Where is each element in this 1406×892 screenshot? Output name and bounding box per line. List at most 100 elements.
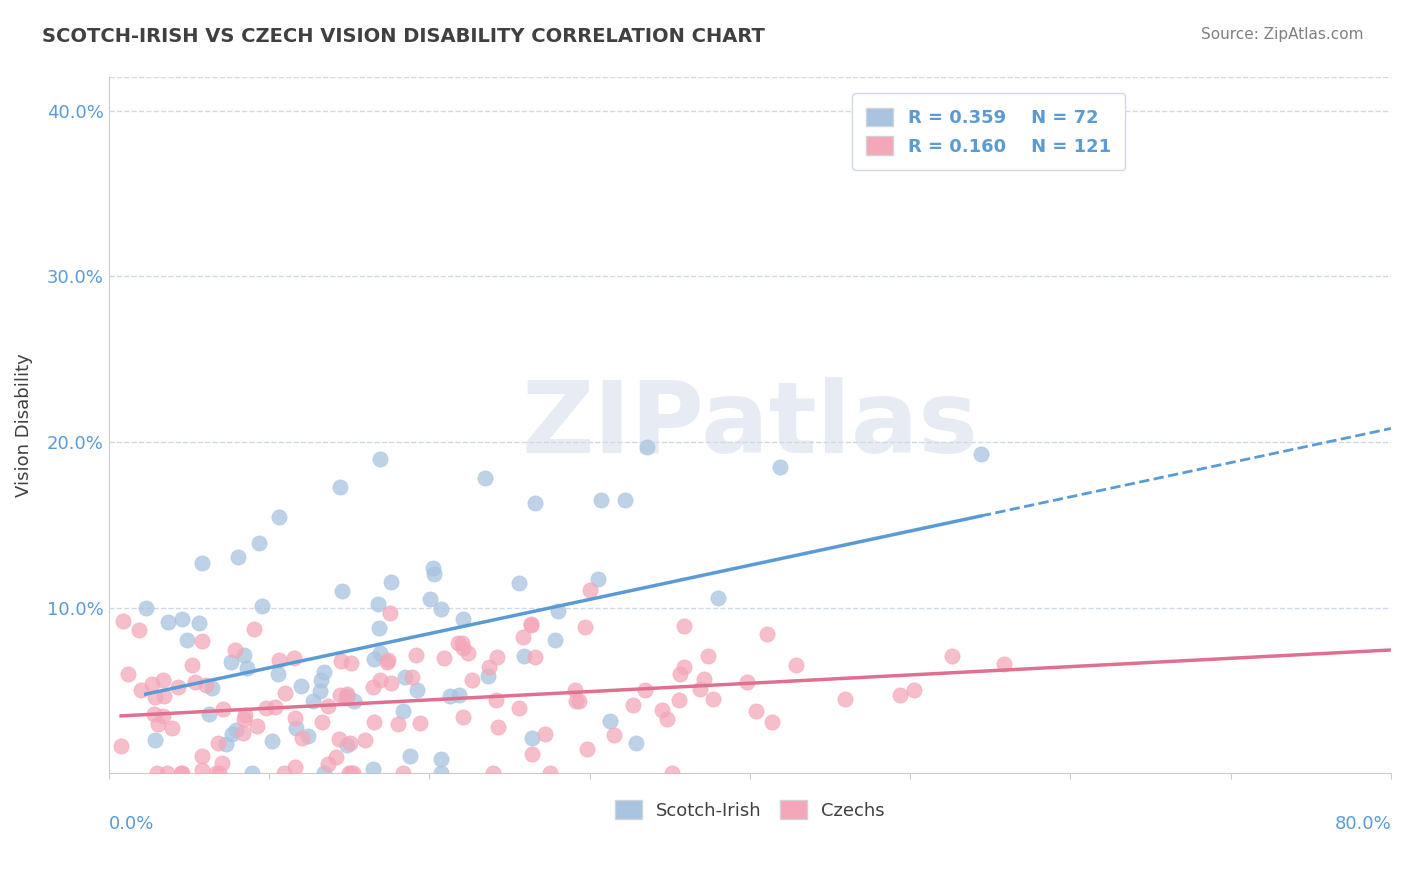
Point [377, 652, 399, 666]
Point [340, 656, 363, 670]
Point [336, 738, 359, 752]
Point [176, 633, 198, 648]
Point [519, 617, 541, 632]
Point [263, 699, 285, 714]
Point [737, 675, 759, 690]
Point [212, 702, 235, 716]
Point [325, 750, 347, 764]
Point [785, 657, 807, 672]
Point [512, 630, 534, 644]
Point [309, 684, 332, 698]
Text: SCOTCH-IRISH VS CZECH VISION DISABILITY CORRELATION CHART: SCOTCH-IRISH VS CZECH VISION DISABILITY … [42, 27, 765, 45]
Point [889, 688, 911, 702]
Point [235, 661, 257, 675]
Point [156, 615, 179, 629]
Point [634, 683, 657, 698]
Point [419, 591, 441, 606]
Point [538, 766, 561, 780]
Point [655, 713, 678, 727]
Text: 0.0%: 0.0% [108, 815, 155, 833]
Point [232, 712, 254, 726]
Point [478, 660, 501, 674]
Point [769, 459, 792, 474]
Point [485, 693, 508, 707]
Point [311, 715, 333, 730]
Point [457, 646, 479, 660]
Point [197, 707, 219, 722]
Point [696, 648, 718, 663]
Point [191, 748, 214, 763]
Point [591, 493, 613, 508]
Point [447, 636, 470, 650]
Point [353, 733, 375, 747]
Point [330, 654, 353, 668]
Point [343, 694, 366, 708]
Point [672, 618, 695, 632]
Point [131, 683, 153, 698]
Point [201, 681, 224, 696]
Point [406, 683, 429, 698]
Text: Source: ZipAtlas.com: Source: ZipAtlas.com [1201, 27, 1364, 42]
Point [170, 766, 193, 780]
Point [380, 574, 402, 589]
Point [314, 665, 336, 679]
Point [636, 440, 658, 454]
Point [519, 617, 541, 632]
Point [668, 693, 690, 707]
Point [707, 591, 730, 605]
Point [586, 572, 609, 586]
Point [336, 689, 359, 703]
Point [401, 670, 423, 684]
Point [523, 649, 546, 664]
Point [252, 599, 274, 613]
Point [224, 642, 246, 657]
Point [128, 623, 150, 637]
Point [451, 636, 474, 650]
Point [117, 667, 139, 681]
Point [211, 756, 233, 770]
Point [903, 683, 925, 698]
Point [422, 561, 444, 575]
Point [297, 729, 319, 743]
Point [485, 649, 508, 664]
Point [232, 648, 254, 662]
Point [302, 694, 325, 708]
Point [167, 680, 190, 694]
Point [254, 701, 277, 715]
Point [693, 672, 716, 686]
Point [453, 612, 475, 626]
Point [672, 660, 695, 674]
Point [993, 657, 1015, 672]
Point [392, 766, 415, 780]
Point [394, 669, 416, 683]
Point [291, 731, 314, 745]
Text: 80.0%: 80.0% [1334, 815, 1391, 833]
Point [520, 747, 543, 761]
Point [156, 766, 179, 780]
Point [242, 766, 264, 780]
Point [246, 718, 269, 732]
Point [148, 716, 170, 731]
Point [283, 760, 305, 774]
Point [191, 557, 214, 571]
Point [380, 675, 402, 690]
Point [430, 752, 453, 766]
Point [367, 621, 389, 635]
Point [285, 721, 308, 735]
Point [460, 673, 482, 687]
Point [143, 732, 166, 747]
Point [621, 698, 644, 712]
Point [309, 673, 332, 687]
Point [184, 674, 207, 689]
Point [194, 678, 217, 692]
Point [316, 699, 339, 714]
Point [669, 667, 692, 681]
Point [624, 736, 647, 750]
Point [533, 727, 555, 741]
Point [339, 736, 361, 750]
Point [451, 709, 474, 723]
Point [135, 601, 157, 615]
Point [110, 739, 132, 753]
Point [482, 766, 505, 780]
Point [284, 711, 307, 725]
